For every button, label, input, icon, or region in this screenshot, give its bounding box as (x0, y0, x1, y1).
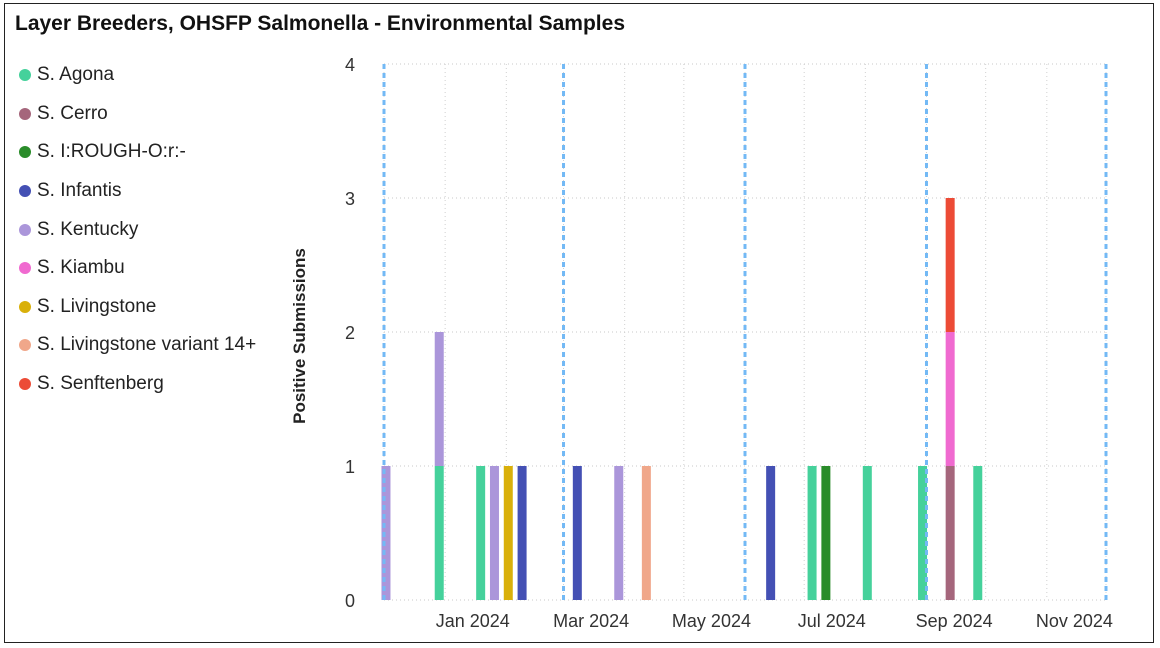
x-tick-label: Sep 2024 (916, 611, 993, 631)
bar-segment (807, 466, 817, 600)
y-tick-label: 3 (345, 189, 355, 209)
bar-segment (476, 466, 486, 600)
bar-segment (918, 466, 928, 600)
legend-label: S. Kiambu (37, 257, 125, 279)
x-tick-label: Jan 2024 (436, 611, 510, 631)
legend-item[interactable]: S. Livingstone (19, 288, 256, 327)
bar-segment (821, 466, 831, 600)
bar-segment (945, 466, 955, 600)
bar-segment (641, 466, 651, 600)
bar-segment (517, 466, 527, 600)
y-tick-label: 2 (345, 323, 355, 343)
legend-dot-icon (19, 107, 31, 120)
legend-dot-icon (19, 378, 31, 391)
legend-dot-icon (19, 185, 31, 198)
legend-dot-icon (19, 262, 31, 275)
legend-dot-icon (19, 300, 31, 313)
bar-segment (434, 332, 444, 466)
bar-segment (572, 466, 582, 600)
legend-item[interactable]: S. Senftenberg (19, 365, 256, 404)
x-tick-label: Jul 2024 (798, 611, 866, 631)
legend-item[interactable]: S. Livingstone variant 14+ (19, 326, 256, 365)
legend: S. Agona S. Cerro S. I:ROUGH-O:r:- S. Infan… (19, 56, 256, 403)
chart-title: Layer Breeders, OHSFP Salmonella - Envir… (15, 12, 626, 35)
x-tick-label: Mar 2024 (553, 611, 629, 631)
bar-segment (489, 466, 499, 600)
legend-item[interactable]: S. Agona (19, 56, 256, 95)
legend-item[interactable]: S. Cerro (19, 95, 256, 134)
bar-segment (945, 198, 955, 332)
y-tick-label: 4 (345, 55, 355, 75)
y-tick-label: 0 (345, 591, 355, 611)
legend-label: S. Agona (37, 64, 115, 86)
legend-item[interactable]: S. Kiambu (19, 249, 256, 288)
bar-segment (945, 332, 955, 466)
legend-dot-icon (19, 146, 31, 159)
legend-label: S. Livingstone variant 14+ (37, 334, 257, 356)
bar-segment (614, 466, 624, 600)
bar-segment (503, 466, 513, 600)
bar-segment (381, 466, 391, 600)
legend-dot-icon (19, 69, 31, 82)
legend-label: S. Cerro (37, 102, 108, 124)
legend-label: S. I:ROUGH-O:r:- (37, 141, 186, 163)
bar-segment (862, 466, 872, 600)
x-tick-label: Nov 2024 (1036, 611, 1113, 631)
legend-label: S. Livingstone (37, 295, 157, 317)
legend-dot-icon (19, 223, 31, 236)
legend-dot-icon (19, 339, 31, 352)
legend-label: S. Senftenberg (37, 373, 164, 395)
legend-item[interactable]: S. Infantis (19, 172, 256, 211)
y-tick-label: 1 (345, 457, 355, 477)
legend-label: S. Kentucky (37, 218, 139, 240)
legend-item[interactable]: S. Kentucky (19, 210, 256, 249)
bar-segment (766, 466, 776, 600)
legend-label: S. Infantis (37, 180, 122, 202)
bar-segment (434, 466, 444, 600)
legend-item[interactable]: S. I:ROUGH-O:r:- (19, 133, 256, 172)
x-tick-label: May 2024 (672, 611, 751, 631)
bar-segment (973, 466, 983, 600)
